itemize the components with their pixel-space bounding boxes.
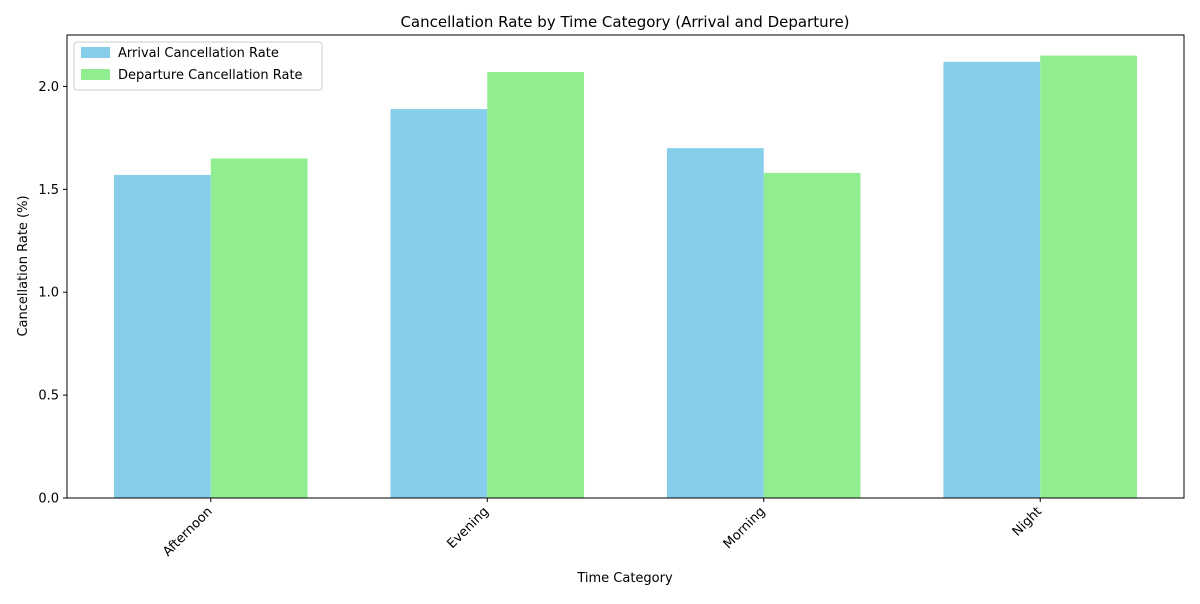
chart-title: Cancellation Rate by Time Category (Arri… bbox=[400, 13, 849, 31]
legend-swatch-arrival bbox=[81, 47, 110, 58]
x-tick-label: Morning bbox=[721, 504, 769, 552]
legend: Arrival Cancellation Rate Departure Cance… bbox=[73, 41, 323, 91]
x-tick-label: Afternoon bbox=[160, 504, 215, 559]
x-tick-label: Night bbox=[1010, 504, 1045, 539]
bars-layer bbox=[114, 55, 1137, 498]
bar-departure-afternoon bbox=[210, 158, 308, 498]
x-axis-label: Time Category bbox=[576, 571, 673, 586]
bar-departure-morning bbox=[763, 172, 861, 498]
y-axis-label: Cancellation Rate (%) bbox=[16, 195, 31, 336]
bar-arrival-morning bbox=[666, 148, 764, 498]
plot-frame bbox=[66, 34, 1185, 499]
bar-departure-evening bbox=[487, 72, 585, 498]
y-tick-label: 0.5 bbox=[38, 389, 59, 404]
y-tick-label: 1.0 bbox=[38, 286, 59, 301]
y-tick-label: 0.0 bbox=[38, 492, 59, 507]
legend-label-departure: Departure Cancellation Rate bbox=[118, 68, 303, 83]
legend-box bbox=[73, 41, 323, 91]
bar-arrival-night bbox=[943, 61, 1041, 498]
x-axis: Afternoon Evening Morning Night bbox=[160, 498, 1045, 560]
legend-swatch-departure bbox=[81, 69, 110, 80]
bar-departure-night bbox=[1040, 55, 1137, 498]
x-tick-label: Evening bbox=[445, 504, 493, 552]
y-tick-label: 2.0 bbox=[38, 80, 59, 95]
legend-label-arrival: Arrival Cancellation Rate bbox=[118, 46, 279, 61]
bar-arrival-evening bbox=[390, 109, 488, 498]
y-tick-label: 1.5 bbox=[38, 183, 59, 198]
y-axis: 0.0 0.5 1.0 1.5 2.0 bbox=[38, 80, 67, 507]
bar-arrival-afternoon bbox=[114, 174, 211, 498]
